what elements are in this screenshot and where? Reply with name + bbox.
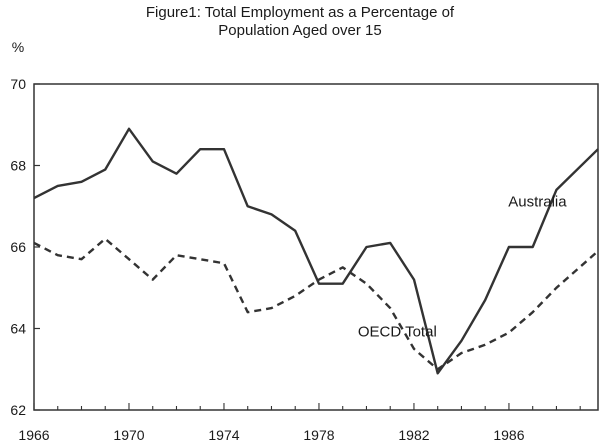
chart-title-line-1: Figure1: Total Employment as a Percentag… [145,4,455,21]
axes-group: 62 64 66 68 70 1966 1970 1974 1978 1982 1986 [10,76,599,443]
x-tick-label-1986: 1986 [493,427,524,443]
y-tick-label-62: 62 [10,402,26,418]
series-line-australia [33,127,599,375]
annotation-group: Australia OECD Total [358,193,567,340]
y-tick-label-68: 68 [10,158,26,174]
y-axis-unit-label: % [12,39,24,55]
x-tick-label-1966: 1966 [18,427,49,443]
x-tick-label-1982: 1982 [398,427,429,443]
y-tick-label-64: 64 [10,321,26,337]
y-tick-label-66: 66 [10,239,26,255]
series-label-oecd-total: OECD Total [358,324,437,341]
chart-title-line-2: Population Aged over 15 [218,22,382,39]
x-tick-label-1978: 1978 [303,427,334,443]
x-tick-label-1970: 1970 [113,427,144,443]
series-label-australia: Australia [508,193,567,210]
series-group [33,127,599,375]
x-tick-label-1974: 1974 [208,427,239,443]
series-line-oecd-total [33,237,599,371]
y-tick-label-70: 70 [10,76,26,92]
